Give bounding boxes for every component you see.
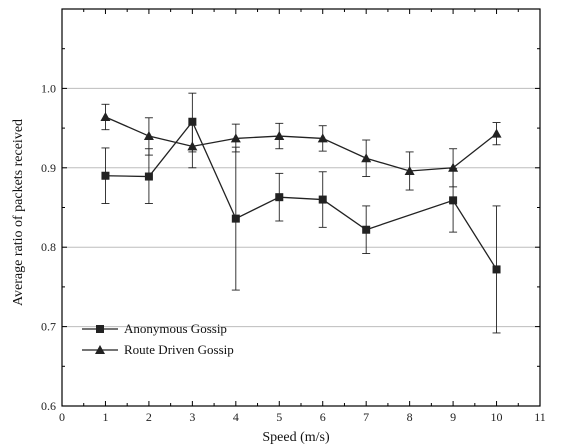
data-point: [187, 141, 198, 151]
data-point: [404, 165, 415, 175]
legend-label: Anonymous Gossip: [124, 321, 227, 336]
x-tick-label: 11: [534, 410, 546, 424]
x-tick-label: 4: [233, 410, 239, 424]
data-point: [100, 111, 111, 121]
legend-item: Anonymous Gossip: [82, 321, 227, 336]
data-point: [362, 225, 371, 234]
series-route-driven-gossip: [100, 103, 502, 191]
x-tick-label: 10: [491, 410, 503, 424]
x-tick-label: 6: [320, 410, 326, 424]
y-tick-label: 0.8: [41, 240, 56, 254]
axes-layer: 0 1 2 3 4 5 6 7 8 9 10 11 0.6 0.7 0.8 0.9 1.0: [41, 8, 546, 424]
x-tick-label: 2: [146, 410, 152, 424]
x-tick-label: 5: [276, 410, 282, 424]
series-anonymous-gossip: [101, 92, 501, 334]
data-point: [275, 193, 284, 202]
series-layer: [100, 92, 502, 334]
data-point: [448, 162, 459, 172]
legend-item: Route Driven Gossip: [82, 342, 234, 357]
legend-square-marker: [96, 325, 104, 333]
data-point: [492, 265, 501, 274]
data-point: [101, 171, 110, 180]
y-axis-label: Average ratio of packets received: [11, 119, 26, 306]
data-point: [144, 172, 153, 181]
data-point: [231, 214, 240, 223]
legend: Anonymous Gossip Route Driven Gossip: [82, 321, 234, 357]
y-tick-label: 0.6: [41, 399, 56, 413]
legend-triangle-marker: [95, 345, 105, 354]
data-point: [318, 195, 327, 204]
data-point: [317, 133, 328, 143]
data-point: [188, 117, 197, 126]
grid-layer: [62, 87, 540, 328]
y-tick-label: 0.9: [41, 161, 56, 175]
x-tick-label: 1: [102, 410, 108, 424]
y-tick-label: 0.7: [41, 320, 56, 334]
data-point: [449, 196, 458, 205]
x-tick-label: 0: [59, 410, 65, 424]
data-point: [274, 131, 285, 141]
legend-label: Route Driven Gossip: [124, 342, 234, 357]
x-tick-label: 8: [407, 410, 413, 424]
x-tick-label: 7: [363, 410, 369, 424]
data-point: [491, 128, 502, 138]
data-point: [143, 131, 154, 141]
data-point: [361, 153, 372, 163]
x-tick-label: 3: [189, 410, 195, 424]
data-point: [230, 133, 241, 143]
x-tick-label: 9: [450, 410, 456, 424]
x-axis-label: Speed (m/s): [262, 430, 330, 445]
series-line: [105, 116, 497, 172]
y-tick-label: 1.0: [41, 81, 56, 95]
